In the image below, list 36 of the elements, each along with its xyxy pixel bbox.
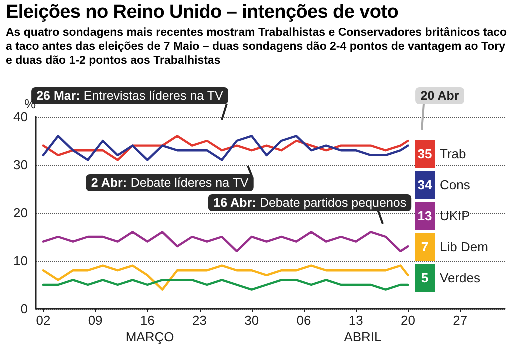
y-tick-label: 30 [14,158,28,172]
x-tick-label: 09 [88,313,103,328]
x-tick-label: 13 [348,313,364,328]
data-label: 34 [418,178,433,192]
data-label: 7 [421,240,429,254]
chart-subtitle: As quatro sondagens mais recentes mostram Trabalhistas e Conservadores britânicos taco a taco antes das eleições de 7 Maio – duas sondagens dão 2-4 pontos de vantagem ao Tory e duas dão 1-2 pontos aos Trabalhistas [6,26,508,68]
y-axis-title: % [24,96,36,112]
annotation: 2 Abr: Debate líderes na TV [91,176,250,190]
data-label: 13 [418,208,432,224]
legend-label: Cons [440,178,471,192]
annotation: 16 Abr: Debate partidos pequenos [214,196,407,210]
legend-label: Trab [440,146,466,162]
text: MARÇO [126,330,174,344]
x-tick-label: 27 [453,313,468,328]
y-tick-label: 20 [14,206,28,220]
data-label: 5 [421,270,429,286]
data-label: 35 [418,146,432,162]
line-series [42,231,410,252]
text: 26 Mar: Entrevistas líderes na TV [36,89,224,103]
chart-title: Eleições no Reino Unido – intenções de voto [6,2,400,24]
y-tick-label: 40 [14,110,28,124]
x-tick-label: 20 [400,313,416,328]
line-series [42,135,410,162]
x-tick-label: 30 [244,313,260,328]
x-tick-label: 16 [140,313,155,328]
y-tick-label: 0 [20,302,28,316]
x-tick-label: 02 [36,313,51,328]
text: 20 Abr [420,89,460,103]
text: ABRIL [344,330,382,344]
x-tick-label: 06 [296,313,312,328]
x-tick-label: 23 [192,313,208,328]
y-tick-label: 10 [14,254,28,268]
legend-label: Lib Dem [440,240,488,254]
legend-label: Verdes [440,270,481,286]
legend-label: UKIP [440,208,470,224]
line-series [42,264,410,291]
